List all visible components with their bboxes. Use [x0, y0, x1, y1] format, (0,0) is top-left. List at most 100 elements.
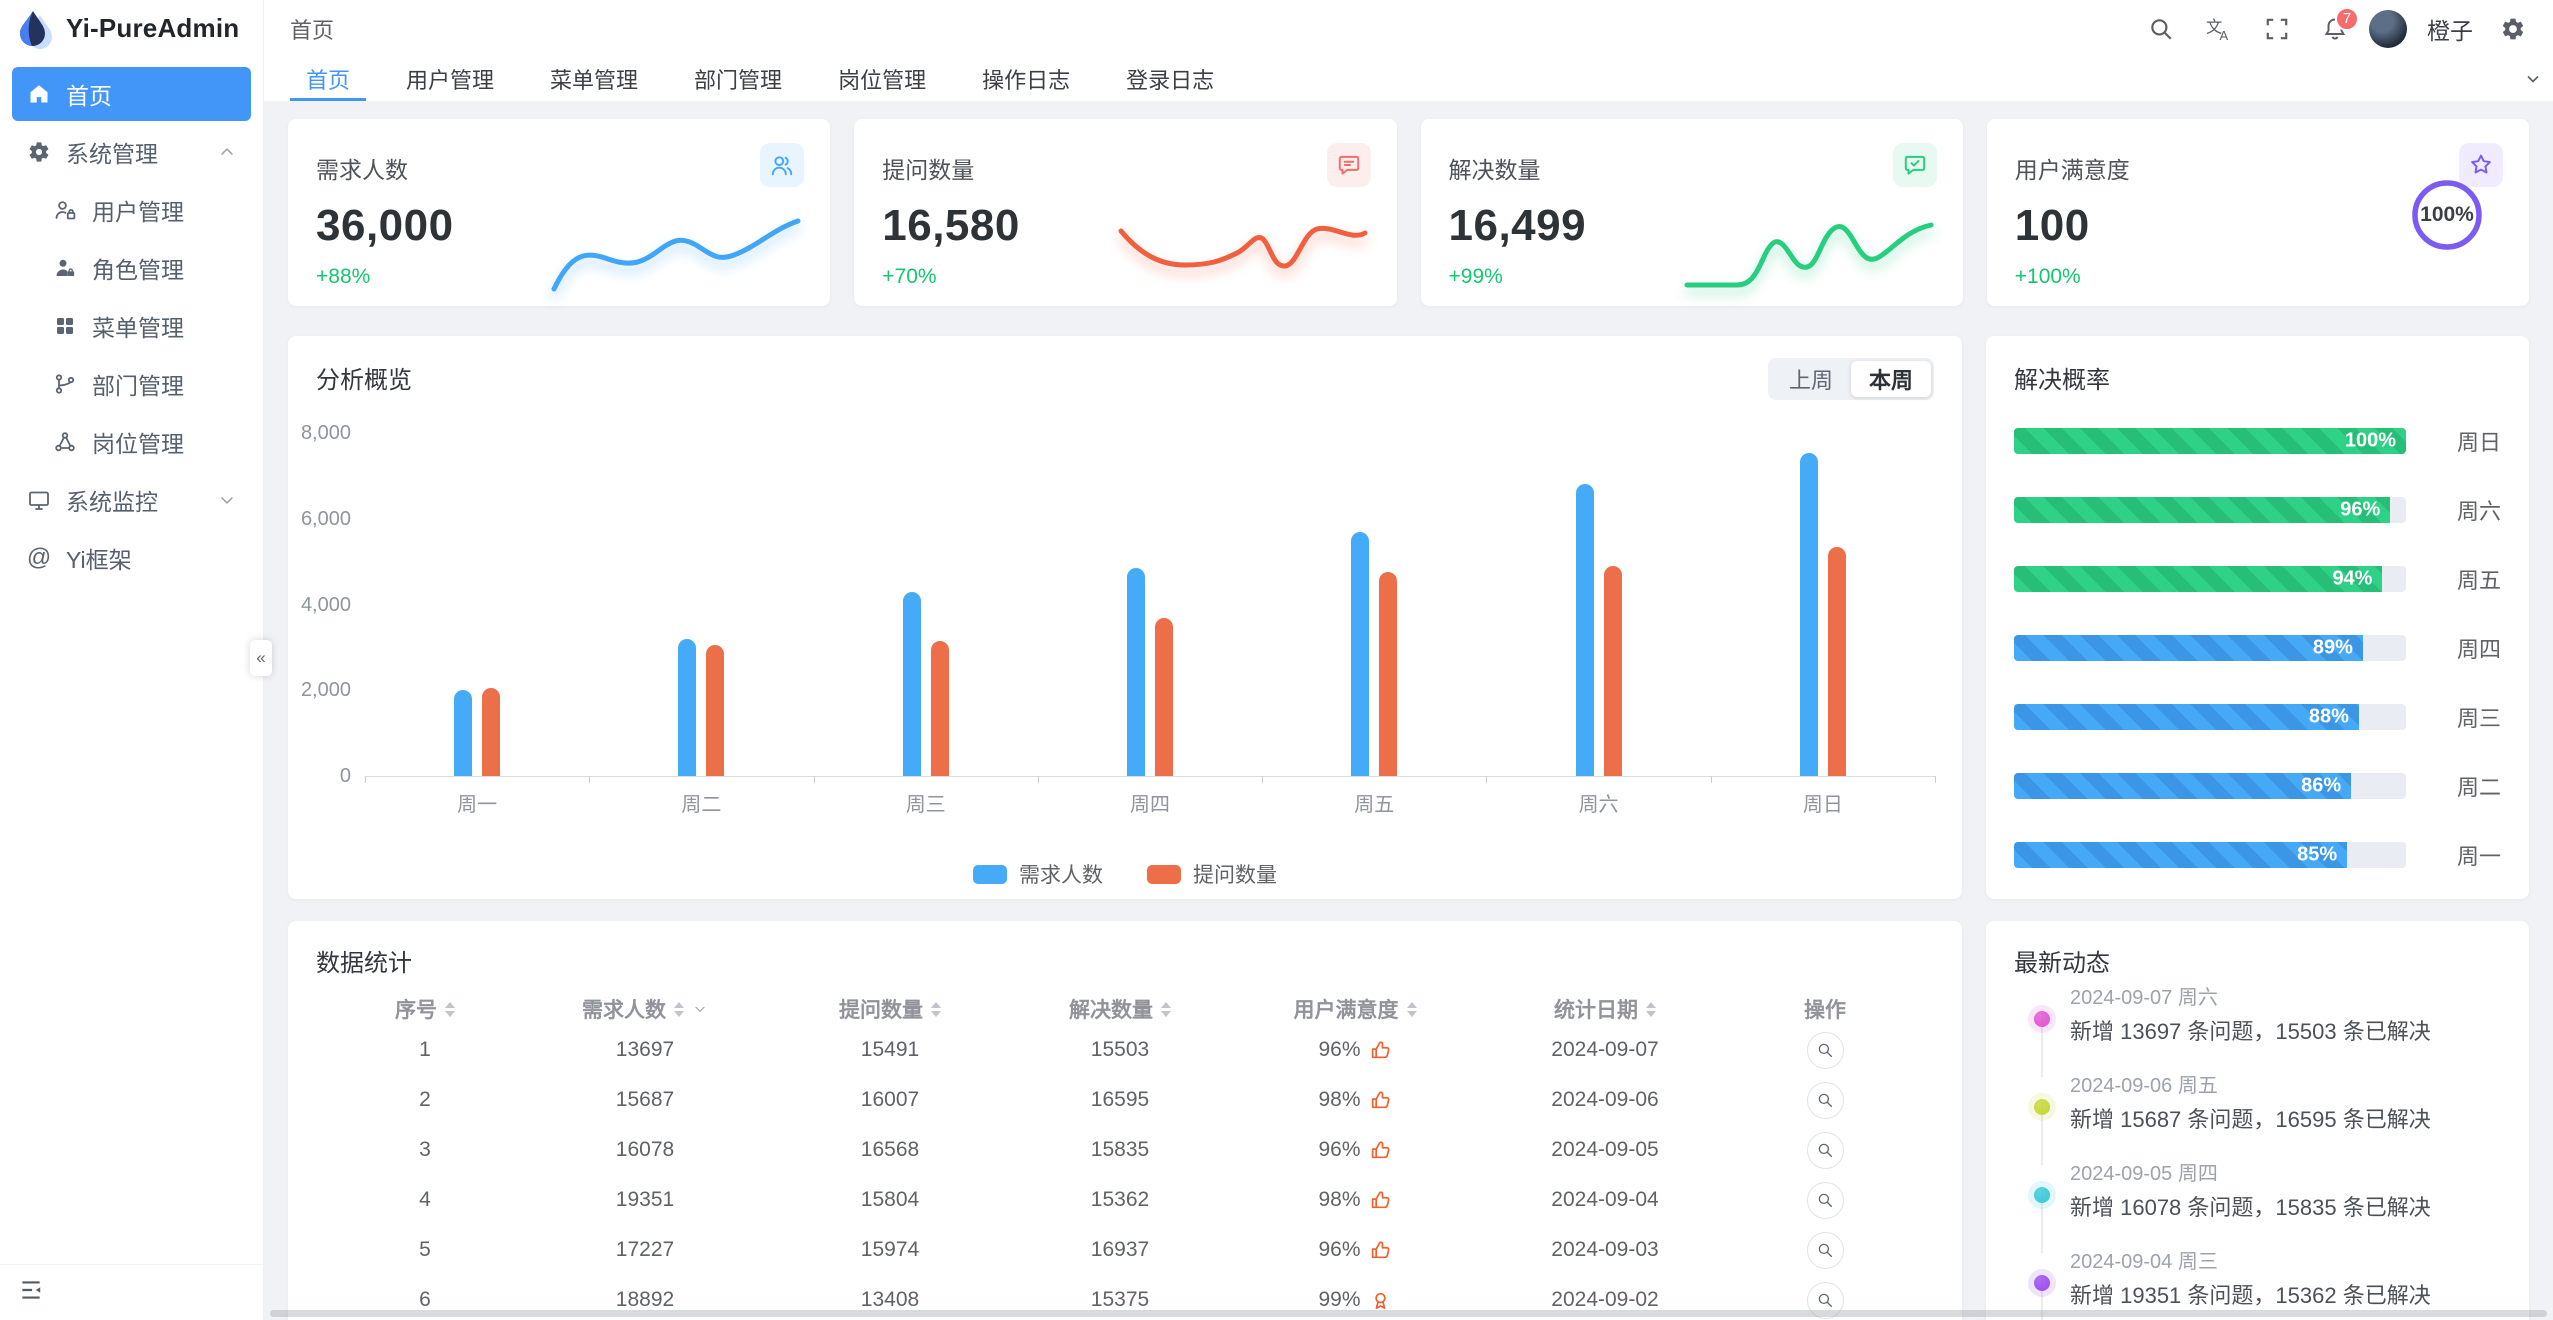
sidebar-item-monitor[interactable]: 系统监控	[12, 473, 251, 527]
sort-carets-icon[interactable]	[1406, 997, 1417, 1022]
progress-day-label: 周一	[2456, 844, 2501, 869]
horizontal-scrollbar[interactable]	[270, 1310, 2547, 1317]
sort-carets-icon[interactable]	[674, 997, 684, 1022]
x-axis-label: 周一	[457, 794, 498, 816]
logo-row[interactable]: Yi-PureAdmin	[0, 0, 263, 57]
stat-card-title: 需求人数	[316, 157, 408, 183]
column-header-提问数量[interactable]: 提问数量	[775, 994, 1005, 1024]
row-view-button[interactable]	[1806, 1281, 1844, 1319]
table-cell-date: 2024-09-06	[1551, 1088, 1659, 1111]
column-header-用户满意度[interactable]: 用户满意度	[1235, 994, 1475, 1024]
sort-carets-icon[interactable]	[1161, 997, 1171, 1022]
message-check-icon	[1892, 143, 1937, 187]
sidebar-item-label: 系统管理	[66, 141, 158, 167]
column-header-序号[interactable]: 序号	[335, 994, 515, 1024]
tab-菜单管理[interactable]: 菜单管理	[550, 68, 639, 93]
x-axis-tickmark	[1262, 776, 1264, 783]
sidebar-item-label: 首页	[66, 83, 112, 109]
analysis-title: 分析概览	[316, 367, 412, 394]
stat-card-delta: +99%	[1448, 265, 1503, 288]
progress-track: 86%	[2014, 773, 2406, 799]
search-icon[interactable]	[2137, 5, 2185, 53]
solve-row-周五: 94% 周五	[2014, 566, 2501, 593]
column-header-解决数量[interactable]: 解决数量	[1005, 994, 1235, 1024]
tab-部门管理[interactable]: 部门管理	[694, 68, 783, 93]
week-toggle: 上周 本周	[1767, 358, 1934, 400]
bar-提问数量-周日	[1827, 547, 1846, 776]
timeline-item: 2024-09-07 周六 新增 13697 条问题，15503 条已解决	[2014, 985, 2509, 1077]
sort-carets-icon[interactable]	[931, 997, 941, 1022]
menu-fold-icon[interactable]	[18, 1277, 44, 1308]
legend-item-需求人数[interactable]: 需求人数	[973, 859, 1103, 889]
users-icon	[760, 143, 805, 187]
tab-岗位管理[interactable]: 岗位管理	[838, 68, 927, 93]
sidebar-item-system[interactable]: 系统管理	[12, 125, 251, 179]
column-header-需求人数[interactable]: 需求人数	[515, 994, 775, 1024]
sidebar-item-role-mgmt[interactable]: 角色管理	[12, 241, 251, 295]
progress-fill: 85%	[2014, 842, 2348, 868]
y-axis-tick: 2,000	[300, 679, 351, 702]
table-cell: 19351	[615, 1188, 675, 1211]
fullscreen-icon[interactable]	[2253, 5, 2301, 53]
sidebar-item-yi-frame[interactable]: @ Yi框架	[12, 531, 251, 585]
breadcrumb[interactable]: 首页	[290, 17, 335, 43]
sort-carets-icon[interactable]	[1646, 997, 1656, 1022]
row-view-button[interactable]	[1806, 1231, 1844, 1269]
tab-登录日志[interactable]: 登录日志	[1126, 68, 1215, 93]
timeline-dot	[2034, 1099, 2050, 1115]
table-cell: 18892	[615, 1288, 675, 1311]
sidebar-item-menu-mgmt[interactable]: 菜单管理	[12, 299, 251, 353]
row-view-button[interactable]	[1806, 1031, 1844, 1069]
column-header-统计日期[interactable]: 统计日期	[1475, 994, 1735, 1024]
timeline-list: 2024-09-07 周六 新增 13697 条问题，15503 条已解决 2024…	[2014, 985, 2509, 1320]
bar-提问数量-周二	[706, 645, 725, 776]
stat-card-title: 用户满意度	[2014, 157, 2130, 183]
toggle-本周[interactable]: 本周	[1850, 361, 1931, 397]
progress-day-label: 周日	[2456, 430, 2501, 455]
filter-chevron-icon[interactable]	[692, 1001, 708, 1017]
solve-probability-card: 解决概率 100% 周日 96% 周六 94% 周五 89% 周四 88% 周三 86% 周二 85% 周…	[1986, 336, 2529, 899]
tab-用户管理[interactable]: 用户管理	[406, 68, 495, 93]
tab-操作日志[interactable]: 操作日志	[982, 68, 1071, 93]
x-axis-tickmark	[589, 776, 591, 783]
tab-dropdown-icon[interactable]	[2513, 57, 2553, 101]
solve-title: 解决概率	[2014, 367, 2110, 394]
timeline-dot	[2034, 1275, 2050, 1291]
username[interactable]: 橙子	[2427, 17, 2473, 44]
sidebar-collapse-button[interactable]: «	[250, 640, 272, 676]
sidebar-item-home[interactable]: 首页	[12, 67, 251, 121]
notification-bell-icon[interactable]: 7	[2311, 5, 2359, 53]
stat-card-title: 提问数量	[882, 157, 975, 183]
table-cell-satisfaction: 96%	[1235, 1238, 1475, 1262]
sidebar-item-user-mgmt[interactable]: 用户管理	[12, 183, 251, 237]
legend-item-提问数量[interactable]: 提问数量	[1147, 859, 1277, 889]
row-view-button[interactable]	[1806, 1181, 1844, 1219]
timeline-text: 新增 15687 条问题，16595 条已解决	[2070, 1107, 2431, 1132]
row-view-button[interactable]	[1806, 1081, 1844, 1119]
y-axis-tick: 6,000	[300, 507, 351, 530]
progress-track: 94%	[2014, 566, 2406, 592]
sort-carets-icon[interactable]	[445, 997, 455, 1022]
column-label: 提问数量	[839, 999, 923, 1022]
sidebar-item-dept-mgmt[interactable]: 部门管理	[12, 357, 251, 411]
table-cell-actions	[1735, 1231, 1915, 1269]
table-cell-actions	[1735, 1181, 1915, 1219]
table-cell: 15362	[1090, 1188, 1150, 1211]
bar-提问数量-周四	[1155, 618, 1173, 776]
sidebar-item-post-mgmt[interactable]: 岗位管理	[12, 415, 251, 469]
svg-text:文: 文	[2206, 18, 2222, 36]
timeline-text: 新增 16078 条问题，15835 条已解决	[2070, 1195, 2431, 1220]
sidebar-item-label: 部门管理	[92, 373, 184, 399]
table-row: 1 13697 15491 15503 96% 2024-09-07	[288, 1025, 1962, 1075]
middle-row: 分析概览 上周 本周 0 2,000 4,000 6,000 8,000 周一 周二 周三 周四周…	[288, 336, 2529, 899]
toggle-上周[interactable]: 上周	[1788, 368, 1833, 393]
thumb-icon	[1369, 1139, 1392, 1162]
avatar[interactable]	[2369, 9, 2407, 48]
tab-首页[interactable]: 首页	[290, 57, 367, 101]
analysis-overview-card: 分析概览 上周 本周 0 2,000 4,000 6,000 8,000 周一 周二 周三 周四 周…	[288, 336, 1962, 899]
row-view-button[interactable]	[1806, 1131, 1844, 1169]
gear-icon[interactable]	[2489, 5, 2537, 53]
sidebar-item-label: 用户管理	[92, 199, 184, 225]
